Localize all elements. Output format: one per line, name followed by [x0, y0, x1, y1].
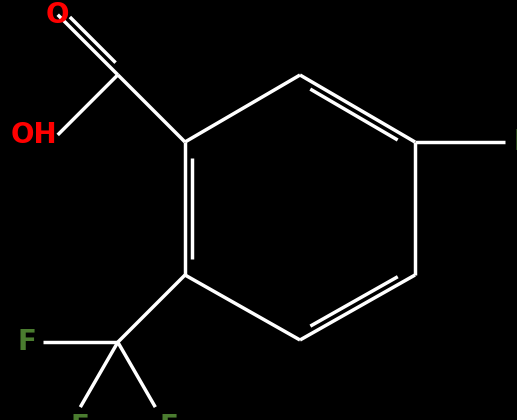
Text: F: F: [71, 413, 90, 420]
Text: OH: OH: [11, 121, 58, 149]
Text: F: F: [159, 413, 178, 420]
Text: O: O: [46, 1, 69, 29]
Text: F: F: [18, 328, 37, 356]
Text: F: F: [513, 128, 517, 156]
